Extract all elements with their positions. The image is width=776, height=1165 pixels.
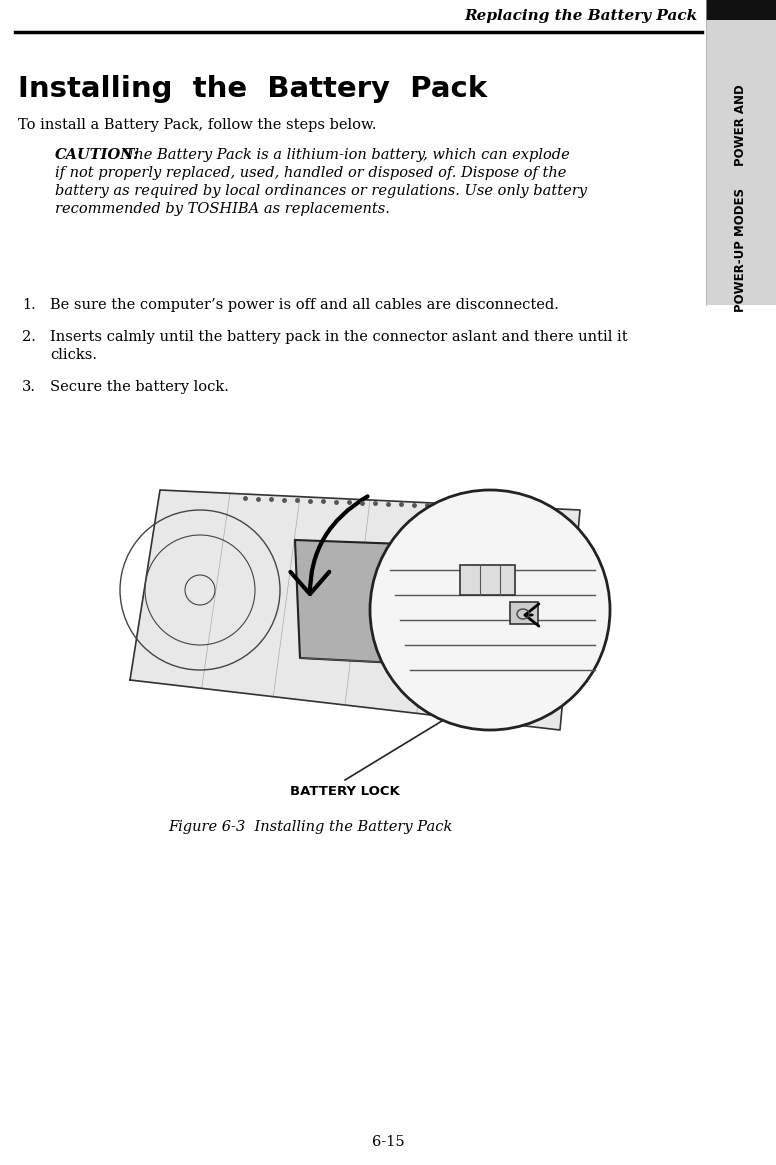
Polygon shape (295, 541, 435, 665)
Text: To install a Battery Pack, follow the steps below.: To install a Battery Pack, follow the st… (18, 118, 376, 132)
Text: Installing  the  Battery  Pack: Installing the Battery Pack (18, 75, 487, 103)
FancyArrowPatch shape (525, 603, 539, 626)
Text: Be sure the computer’s power is off and all cables are disconnected.: Be sure the computer’s power is off and … (50, 298, 559, 312)
Text: 3.: 3. (22, 380, 36, 394)
Text: battery as required by local ordinances or regulations. Use only battery: battery as required by local ordinances … (55, 184, 587, 198)
Text: clicks.: clicks. (50, 348, 97, 362)
Text: if not properly replaced, used, handled or disposed of. Dispose of the: if not properly replaced, used, handled … (55, 165, 566, 181)
Text: 1.: 1. (22, 298, 36, 312)
Text: POWER AND: POWER AND (735, 84, 747, 165)
Text: The Battery Pack is a lithium-ion battery, which can explode: The Battery Pack is a lithium-ion batter… (120, 148, 570, 162)
Text: Figure 6-3  Installing the Battery Pack: Figure 6-3 Installing the Battery Pack (168, 820, 452, 834)
FancyBboxPatch shape (706, 20, 776, 305)
FancyArrowPatch shape (290, 496, 368, 594)
Text: 6-15: 6-15 (372, 1135, 404, 1149)
Text: Secure the battery lock.: Secure the battery lock. (50, 380, 229, 394)
Text: Inserts calmly until the battery pack in the connector aslant and there until it: Inserts calmly until the battery pack in… (50, 330, 628, 344)
Text: BATTERY LOCK: BATTERY LOCK (290, 785, 400, 798)
Polygon shape (130, 490, 580, 730)
Circle shape (370, 490, 610, 730)
Text: POWER-UP MODES: POWER-UP MODES (735, 188, 747, 312)
Text: 2.: 2. (22, 330, 36, 344)
FancyBboxPatch shape (706, 0, 776, 20)
Text: recommended by TOSHIBA as replacements.: recommended by TOSHIBA as replacements. (55, 202, 390, 216)
Text: Replacing the Battery Pack: Replacing the Battery Pack (465, 9, 698, 23)
FancyBboxPatch shape (460, 565, 515, 595)
FancyBboxPatch shape (510, 602, 538, 624)
Text: CAUTION:: CAUTION: (55, 148, 140, 162)
